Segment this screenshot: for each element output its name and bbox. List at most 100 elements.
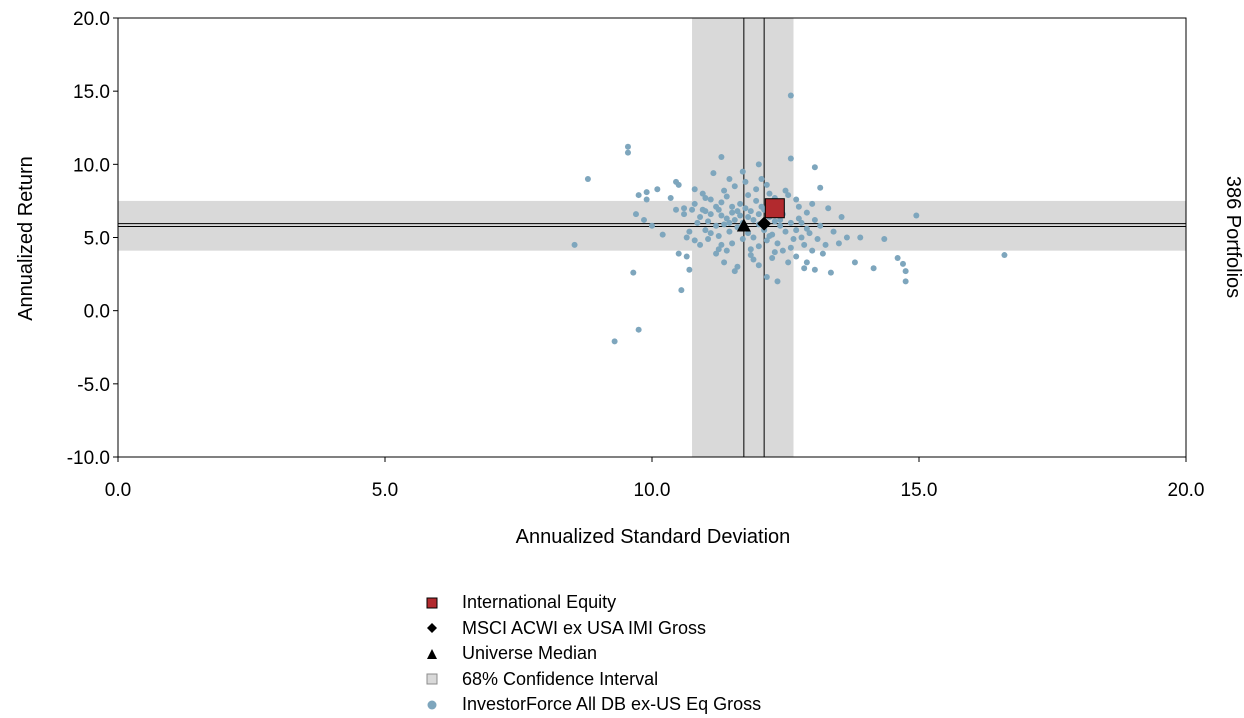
portfolio-point — [697, 214, 704, 221]
portfolio-point — [793, 227, 800, 234]
portfolio-point — [630, 269, 637, 276]
portfolio-point — [793, 253, 800, 260]
portfolio-point — [734, 208, 741, 215]
portfolio-point — [611, 338, 618, 345]
portfolio-point — [809, 200, 816, 207]
legend-label: International Equity — [462, 592, 617, 613]
portfolio-point — [779, 247, 786, 254]
y-axis-ticks: -10.0 -5.0 0.0 5.0 10.0 15.0 20.0 — [67, 9, 118, 469]
portfolio-point — [726, 228, 733, 235]
portfolio-point — [745, 214, 752, 221]
portfolio-point — [795, 215, 802, 222]
portfolio-point — [795, 203, 802, 210]
portfolio-point — [825, 205, 832, 212]
legend-label: Universe Median — [462, 643, 598, 664]
portfolio-point — [835, 240, 842, 247]
y-axis-title: Annualized Return — [15, 156, 37, 321]
portfolio-point — [763, 181, 770, 188]
portfolio-point — [718, 241, 725, 248]
x-axis-title: Annualized Standard Deviation — [516, 526, 791, 548]
confidence-interval-bands — [118, 18, 1186, 457]
portfolio-point — [707, 196, 714, 203]
portfolio-point — [635, 326, 642, 333]
portfolio-point — [801, 241, 808, 248]
portfolio-point — [830, 228, 837, 235]
portfolio-point — [739, 168, 746, 175]
portfolio-point — [755, 262, 762, 269]
portfolio-point — [857, 234, 864, 241]
portfolio-point — [707, 211, 714, 218]
square-marker-icon — [424, 595, 440, 611]
portfolio-point — [811, 216, 818, 223]
portfolio-point — [731, 183, 738, 190]
portfolio-point — [758, 175, 765, 182]
portfolio-point — [787, 155, 794, 162]
portfolio-point — [686, 266, 693, 273]
portfolio-point — [747, 246, 754, 253]
portfolio-count-label: 386 Portfolios — [1222, 176, 1244, 298]
portfolio-point — [745, 230, 752, 237]
portfolio-point — [699, 190, 706, 197]
portfolio-point — [755, 243, 762, 250]
portfolio-point — [798, 219, 805, 226]
portfolio-point — [766, 190, 773, 197]
portfolio-point — [683, 253, 690, 260]
portfolio-point — [870, 265, 877, 272]
portfolio-point — [774, 240, 781, 247]
portfolio-point — [699, 206, 706, 213]
portfolio-point — [731, 268, 738, 275]
portfolio-point — [721, 221, 728, 228]
portfolio-point — [803, 225, 810, 232]
portfolio-point — [678, 287, 685, 294]
portfolio-point — [691, 186, 698, 193]
portfolio-point — [803, 259, 810, 266]
portfolio-point — [1001, 252, 1008, 259]
x-tick-label: 5.0 — [372, 480, 398, 501]
portfolio-point — [721, 259, 728, 266]
portfolio-point — [571, 241, 578, 248]
portfolio-point — [798, 234, 805, 241]
portfolio-point — [691, 237, 698, 244]
portfolio-point — [787, 244, 794, 251]
diamond-marker-icon — [424, 620, 440, 636]
portfolio-point — [790, 235, 797, 242]
portfolio-point — [750, 216, 757, 223]
portfolio-point — [718, 199, 725, 206]
portfolio-point — [899, 260, 906, 267]
portfolio-point — [715, 246, 722, 253]
portfolio-point — [742, 205, 749, 212]
portfolio-point — [814, 235, 821, 242]
portfolio-point — [782, 228, 789, 235]
portfolio-point — [763, 237, 770, 244]
portfolio-point — [726, 175, 733, 182]
portfolio-point — [723, 215, 730, 222]
portfolio-point — [809, 247, 816, 254]
portfolio-point — [675, 250, 682, 257]
portfolio-point — [771, 249, 778, 256]
portfolio-point — [771, 218, 778, 225]
portfolio-point — [673, 206, 680, 213]
legend-item-benchmark: MSCI ACWI ex USA IMI Gross — [424, 616, 761, 642]
portfolio-point — [766, 233, 773, 240]
legend-label: InvestorForce All DB ex-US Eq Gross — [462, 694, 762, 715]
y-tick-label: 10.0 — [73, 155, 110, 176]
portfolio-point — [787, 92, 794, 99]
portfolio-point — [624, 143, 631, 150]
portfolio-point — [710, 170, 717, 177]
portfolio-point — [632, 211, 639, 218]
portfolio-point — [737, 200, 744, 207]
x-axis-ticks: 0.0 5.0 10.0 15.0 20.0 — [105, 457, 1204, 501]
portfolio-point — [777, 222, 784, 229]
y-tick-label: -5.0 — [77, 375, 110, 396]
benchmark-marker — [757, 216, 772, 231]
portfolio-point — [640, 216, 647, 223]
portfolio-point — [635, 192, 642, 199]
international-equity-marker — [764, 198, 785, 219]
portfolio-point — [913, 212, 920, 219]
portfolio-point — [755, 211, 762, 218]
band-marker-icon — [424, 671, 440, 687]
portfolio-point — [715, 206, 722, 213]
portfolio-point — [774, 278, 781, 285]
portfolio-point — [769, 254, 776, 261]
portfolio-point — [689, 206, 696, 213]
